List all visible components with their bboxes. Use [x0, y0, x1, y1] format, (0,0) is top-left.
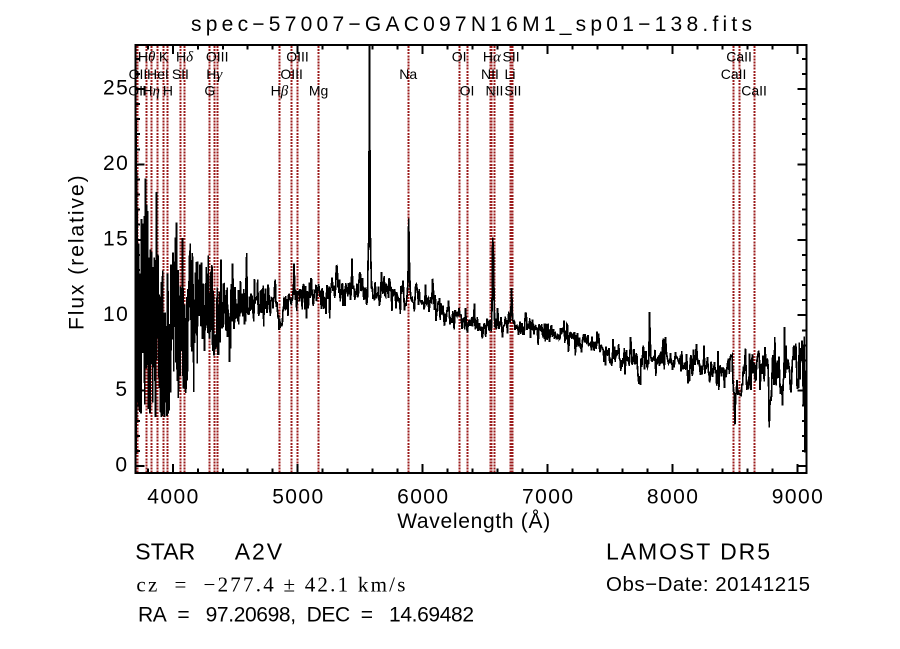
svg-text:H: H — [163, 83, 173, 99]
svg-text:OI: OI — [460, 83, 475, 99]
svg-text:15: 15 — [103, 227, 128, 250]
svg-text:OII: OII — [129, 66, 148, 82]
svg-text:0: 0 — [115, 454, 127, 477]
svg-text:OIII: OIII — [206, 49, 229, 65]
svg-text:6000: 6000 — [397, 486, 448, 509]
svg-text:CaII: CaII — [741, 83, 767, 99]
svg-text:CaII: CaII — [726, 49, 752, 65]
svg-text:NII: NII — [486, 83, 504, 99]
svg-text:OIII: OIII — [280, 66, 303, 82]
svg-text:SII: SII — [172, 66, 189, 82]
svg-text:Wavelength (Å): Wavelength (Å) — [397, 510, 550, 533]
svg-text:OII: OII — [128, 83, 147, 99]
svg-text:HeI: HeI — [147, 66, 169, 82]
svg-text:Na: Na — [399, 66, 417, 82]
svg-text:Hα: Hα — [483, 49, 502, 66]
svg-text:10: 10 — [103, 303, 128, 326]
svg-text:OIII: OIII — [286, 49, 309, 65]
svg-text:Hθ: Hθ — [138, 49, 156, 66]
svg-text:SII: SII — [504, 83, 521, 99]
svg-text:SII: SII — [503, 49, 520, 65]
svg-text:RA = 97.20698, DEC = 14: RA = 97.20698, DEC = 14.69482 — [138, 603, 474, 626]
svg-text:OI: OI — [452, 49, 467, 65]
svg-text:5000: 5000 — [272, 486, 323, 509]
svg-text:LAMOST DR5: LAMOST DR5 — [606, 539, 770, 565]
svg-text:cz = −277.4 ± 42.1 km/s: cz = −277.4 ± 42.1 km/s — [136, 573, 405, 597]
svg-text:Obs−Date: 20141215: Obs−Date: 20141215 — [606, 573, 810, 596]
svg-text:K: K — [159, 49, 169, 65]
svg-text:NII: NII — [481, 66, 499, 82]
svg-text:Mg: Mg — [309, 83, 328, 99]
svg-text:7000: 7000 — [522, 486, 573, 509]
svg-text:8000: 8000 — [647, 486, 698, 509]
svg-text:9000: 9000 — [772, 486, 823, 509]
svg-text:5: 5 — [115, 378, 127, 401]
svg-text:CaII: CaII — [721, 66, 747, 82]
svg-text:20: 20 — [103, 152, 128, 175]
svg-text:Hβ: Hβ — [271, 83, 289, 100]
svg-text:STAR: STAR — [135, 539, 195, 565]
svg-text:Hδ: Hδ — [176, 49, 194, 66]
svg-text:4000: 4000 — [147, 486, 198, 509]
svg-text:A2V: A2V — [235, 539, 283, 565]
svg-text:Li: Li — [505, 66, 516, 82]
svg-text:G: G — [204, 83, 215, 99]
svg-text:Hη: Hη — [142, 83, 160, 100]
svg-text:Flux (relative): Flux (relative) — [66, 175, 89, 330]
svg-text:25: 25 — [103, 77, 128, 100]
svg-text:Hγ: Hγ — [206, 66, 223, 83]
